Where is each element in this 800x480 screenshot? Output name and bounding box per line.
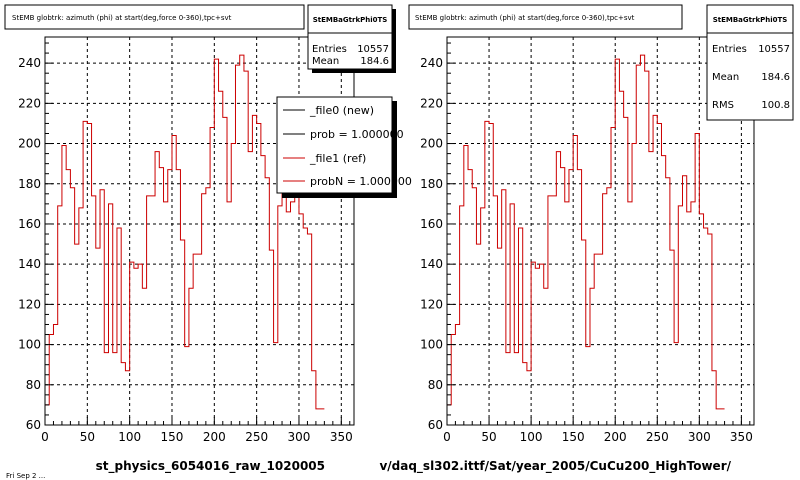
y-tick-label-240: 240 (18, 56, 41, 70)
y-tick-label-60: 60 (428, 418, 443, 432)
x-tick-label-100: 100 (520, 430, 543, 444)
y-tick-label-200: 200 (420, 137, 443, 151)
pad-right-title: StEMB globtrk: azimuth (phi) at start(de… (415, 14, 635, 22)
y-tick-label-80: 80 (428, 378, 443, 392)
pad-left-stat-entries-label: Entries (312, 44, 347, 55)
x-tick-label-200: 200 (604, 430, 627, 444)
pad-right-stat-rms-label: RMS (712, 100, 734, 111)
pad-right-xlabel: v/daq_sl302.ittf/Sat/year_2005/CuCu200_H… (379, 459, 731, 474)
pad-right-plot: 0 50 100 150 200 250 300 350 60 80 100 120 140 160 180… (420, 36, 755, 444)
x-tick-label-250: 250 (245, 430, 268, 444)
pad-left-stat-mean-value: 184.6 (360, 56, 389, 67)
legend-entries: _file0 (new) prob = 1.000000 _file1 (ref… (283, 104, 412, 188)
pad-right-stats-box (706, 4, 794, 121)
legend-label-ref: _file1 (ref) (309, 152, 366, 165)
y-tick-label-80: 80 (26, 378, 41, 392)
y-tick-label-180: 180 (420, 177, 443, 191)
y-tick-label-140: 140 (18, 257, 41, 271)
x-tick-label-0: 0 (41, 430, 49, 444)
pad-left-stats-name: StEMBaGtrkPhi0TS (313, 16, 388, 24)
plot-frame (44, 36, 355, 426)
x-tick-label-350: 350 (330, 430, 353, 444)
x-tick-label-300: 300 (688, 430, 711, 444)
footer-text: Fri Sep 2 ... (6, 472, 45, 480)
legend-box (276, 96, 393, 194)
x-tick-label-350: 350 (730, 430, 753, 444)
y-tick-label-120: 120 (420, 297, 443, 311)
y-tick-label-220: 220 (18, 96, 41, 110)
y-tick-label-160: 160 (420, 217, 443, 231)
x-tick-label-100: 100 (118, 430, 141, 444)
y-tick-label-100: 100 (420, 338, 443, 352)
x-tick-label-150: 150 (562, 430, 585, 444)
pad-right-stat-rms-value: 100.8 (761, 100, 790, 111)
x-tick-label-0: 0 (443, 430, 451, 444)
y-tick-label-180: 180 (18, 177, 41, 191)
x-tick-label-250: 250 (646, 430, 669, 444)
pad-right-stat-mean-label: Mean (712, 72, 739, 83)
y-tick-label-120: 120 (18, 297, 41, 311)
pad-left-stat-entries-value: 10557 (357, 44, 389, 55)
legend-label-new: _file0 (new) (309, 104, 374, 117)
pad-left-xlabel: st_physics_6054016_raw_1020005 (96, 459, 325, 474)
pad-right-stats-name: StEMBaGtrkPhi0TS (713, 16, 788, 24)
pad-right-stat-entries-value: 10557 (758, 44, 790, 55)
x-tick-label-200: 200 (203, 430, 226, 444)
x-tick-label-150: 150 (161, 430, 184, 444)
pad-left: StEMB globtrk: azimuth (phi) at start(de… (4, 4, 412, 480)
pad-left-plot: 0 50 100 150 200 250 300 350 60 80 100 120 140 160 180… (18, 36, 355, 444)
y-tick-label-200: 200 (18, 137, 41, 151)
y-tick-label-140: 140 (420, 257, 443, 271)
pad-left-title-box (4, 4, 305, 30)
y-tick-label-60: 60 (26, 418, 41, 432)
histogram-series (447, 54, 725, 410)
plot-frame (446, 36, 755, 426)
y-tick-label-100: 100 (18, 338, 41, 352)
x-tick-label-50: 50 (481, 430, 496, 444)
y-tick-label-220: 220 (420, 96, 443, 110)
y-tick-label-240: 240 (420, 56, 443, 70)
y-tick-label-160: 160 (18, 217, 41, 231)
x-tick-label-300: 300 (288, 430, 311, 444)
pad-left-stat-mean-label: Mean (312, 56, 339, 67)
pad-right-title-box (408, 4, 683, 30)
pad-right: StEMB globtrk: azimuth (phi) at start(de… (379, 4, 794, 474)
legend-label-prob: prob = 1.000000 (310, 128, 404, 141)
pad-right-stat-entries-label: Entries (712, 44, 747, 55)
pad-right-stat-mean-value: 184.6 (761, 72, 790, 83)
pad-left-title: StEMB globtrk: azimuth (phi) at start(de… (12, 14, 232, 22)
legend-label-probn: probN = 1.000000 (310, 175, 412, 188)
x-tick-label-50: 50 (80, 430, 95, 444)
histogram-series (45, 54, 325, 410)
pad-left-stats-box (307, 4, 393, 70)
